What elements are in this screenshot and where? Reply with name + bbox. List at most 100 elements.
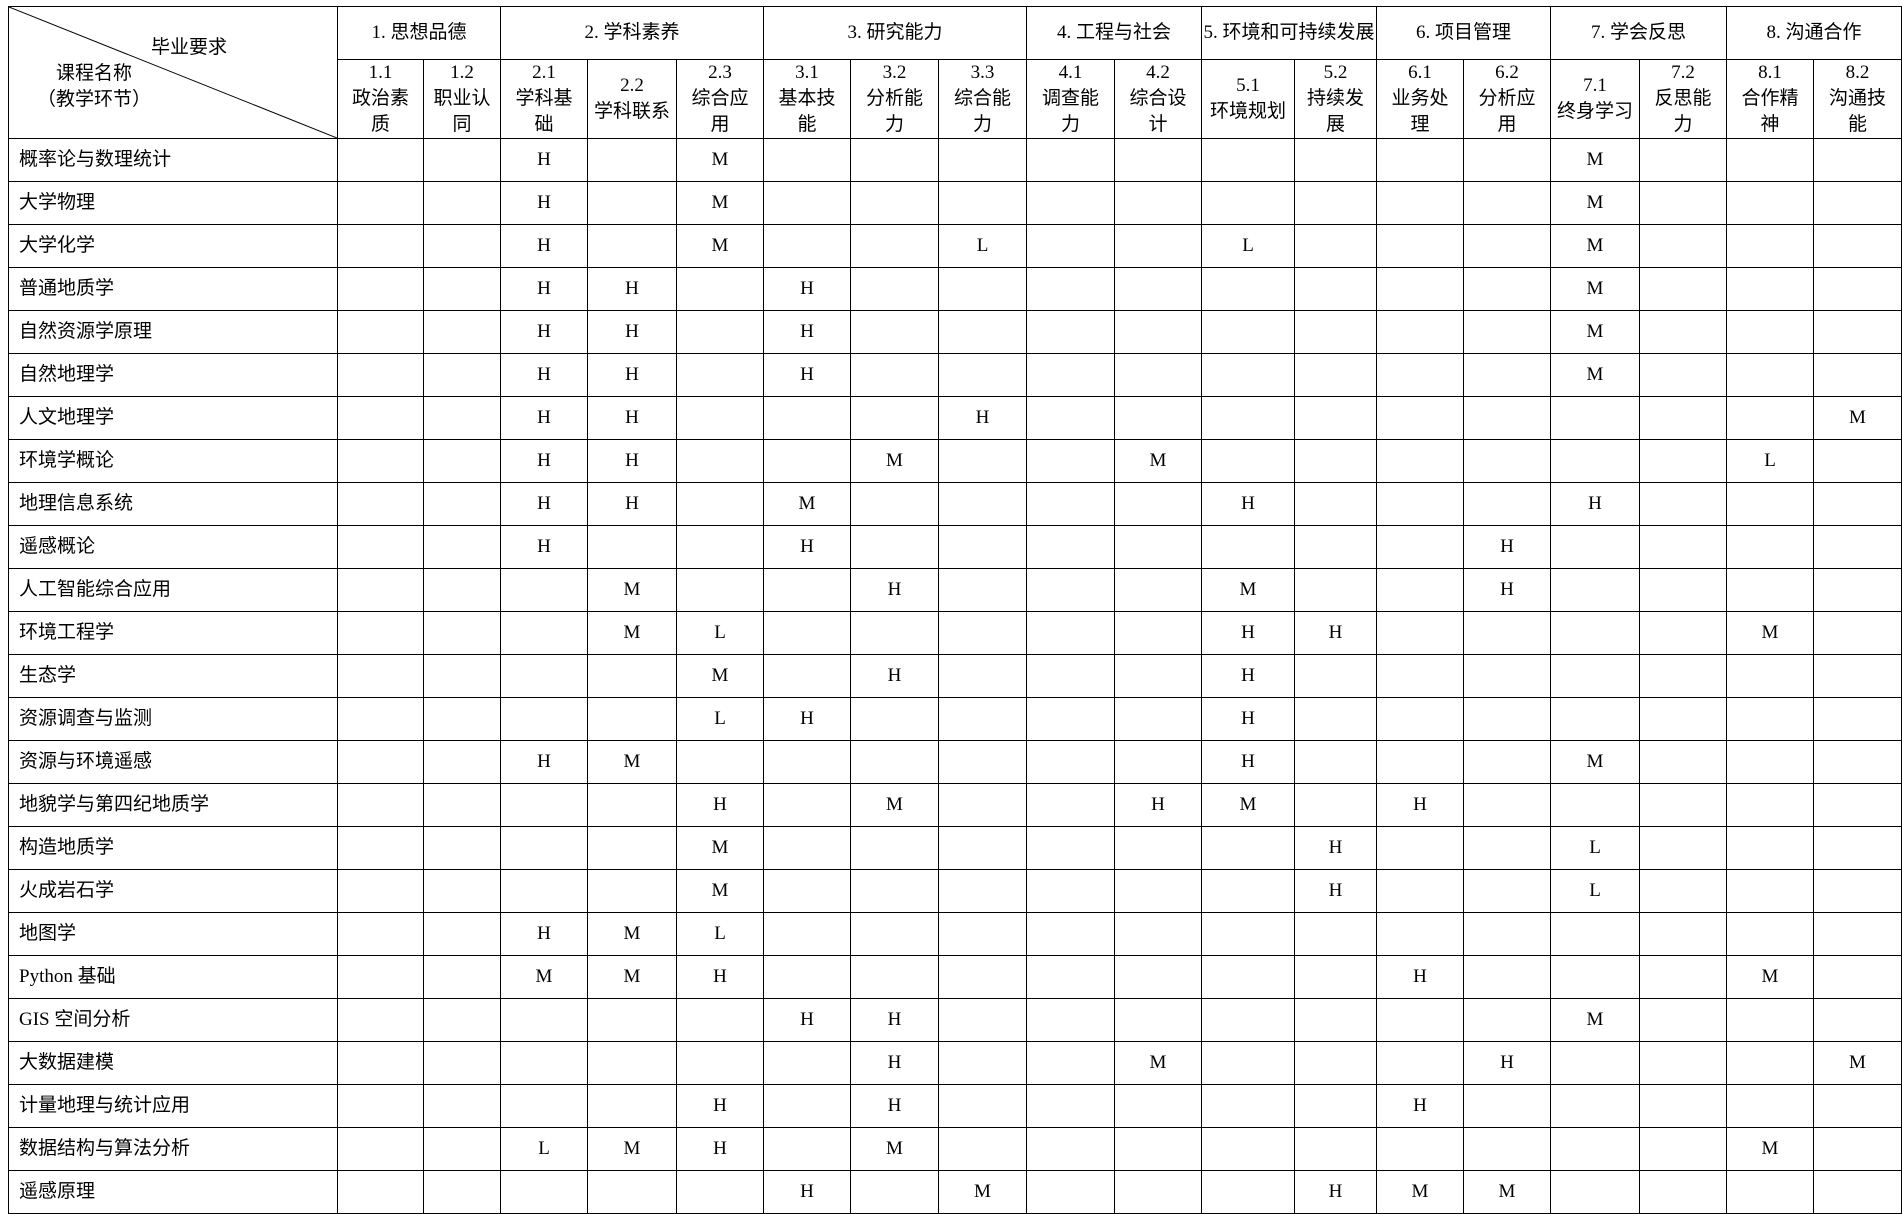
support-level-cell: [1026, 310, 1115, 354]
support-level-cell: [587, 1084, 677, 1128]
support-level-cell: H: [500, 181, 588, 225]
support-level-cell: [1813, 955, 1902, 999]
support-level-cell: [337, 482, 424, 526]
support-level-cell: [938, 826, 1027, 870]
support-level-cell: [1726, 267, 1814, 311]
support-level-cell: [1114, 1127, 1202, 1171]
support-level-cell: M: [1550, 224, 1640, 268]
support-level-cell: H: [850, 568, 939, 612]
support-level-cell: M: [676, 181, 764, 225]
support-level-cell: [1813, 439, 1902, 483]
support-level-cell: [1376, 353, 1464, 397]
support-level-cell: [850, 912, 939, 956]
support-level-cell: [850, 740, 939, 784]
support-level-cell: [1550, 396, 1640, 440]
support-level-cell: [423, 869, 501, 913]
support-level-cell: L: [500, 1127, 588, 1171]
support-level-cell: [1463, 353, 1551, 397]
support-level-cell: H: [500, 310, 588, 354]
support-level-cell: [1114, 1084, 1202, 1128]
sub-requirement-name: 环境规划: [1209, 101, 1286, 122]
support-level-cell: [1639, 224, 1727, 268]
course-axis-label: 课程名称 （教学环节）: [37, 61, 151, 113]
support-level-cell: [1463, 1127, 1551, 1171]
support-level-cell: [850, 955, 939, 999]
support-level-cell: [1114, 267, 1202, 311]
support-level-cell: [1726, 138, 1814, 182]
support-level-cell: [938, 783, 1027, 827]
sub-requirement-code: 1.1: [368, 62, 393, 83]
table-row: 自然地理学 H H H M: [8, 353, 1902, 397]
support-level-cell: [1026, 1084, 1115, 1128]
support-level-cell: [1639, 181, 1727, 225]
support-level-cell: [1026, 439, 1115, 483]
support-level-cell: [337, 740, 424, 784]
course-name-cell: 计量地理与统计应用: [8, 1084, 338, 1128]
support-level-cell: [1463, 998, 1551, 1042]
course-name-cell: 地图学: [8, 912, 338, 956]
sub-requirement-header: 2.3 综合应用: [676, 59, 764, 139]
support-level-cell: H: [763, 310, 851, 354]
table-row: 环境工程学 M L H H M: [8, 611, 1902, 655]
support-level-cell: [1114, 826, 1202, 870]
support-level-cell: [337, 568, 424, 612]
support-level-cell: [1294, 1084, 1377, 1128]
support-level-cell: [1026, 783, 1115, 827]
support-level-cell: [1376, 697, 1464, 741]
table-row: 遥感概论 H H H: [8, 525, 1902, 569]
sub-requirement-name: 基本技能: [778, 88, 836, 135]
support-level-cell: [587, 224, 677, 268]
support-level-cell: [938, 912, 1027, 956]
table-row: 人文地理学 H H H M: [8, 396, 1902, 440]
support-level-cell: [1813, 912, 1902, 956]
support-level-cell: H: [1463, 568, 1551, 612]
support-level-cell: [1550, 697, 1640, 741]
table-row: 普通地质学 H H H M: [8, 267, 1902, 311]
support-level-cell: H: [1376, 783, 1464, 827]
support-level-cell: [1639, 826, 1727, 870]
support-level-cell: [676, 740, 764, 784]
support-level-cell: [1726, 525, 1814, 569]
sub-requirement-code: 4.1: [1058, 62, 1083, 83]
support-level-cell: [1639, 439, 1727, 483]
requirement-group-header: 4. 工程与社会: [1026, 6, 1202, 60]
support-level-cell: [938, 955, 1027, 999]
support-level-cell: [1463, 740, 1551, 784]
support-level-cell: [850, 396, 939, 440]
course-name-cell: 遥感概论: [8, 525, 338, 569]
sub-requirement-header: 1.2 职业认同: [423, 59, 501, 139]
table-row: 地貌学与第四纪地质学 H M H M H: [8, 783, 1902, 827]
support-level-cell: M: [850, 1127, 939, 1171]
support-level-cell: [1201, 353, 1295, 397]
support-level-cell: [763, 783, 851, 827]
sub-requirement-header: 7.1 终身学习: [1550, 59, 1640, 139]
support-level-cell: [1463, 654, 1551, 698]
table-row: 大学化学 H M L L M: [8, 224, 1902, 268]
support-level-cell: [1726, 482, 1814, 526]
sub-requirement-header: 3.2 分析能力: [850, 59, 939, 139]
support-level-cell: [1294, 998, 1377, 1042]
support-level-cell: [1726, 783, 1814, 827]
support-level-cell: L: [1201, 224, 1295, 268]
table-row: 环境学概论 H H M M L: [8, 439, 1902, 483]
support-level-cell: [337, 869, 424, 913]
support-level-cell: M: [1114, 439, 1202, 483]
support-level-cell: [850, 267, 939, 311]
support-level-cell: [1026, 912, 1115, 956]
support-level-cell: [1026, 869, 1115, 913]
support-level-cell: [337, 1041, 424, 1085]
support-level-cell: [1114, 310, 1202, 354]
support-level-cell: [1813, 1084, 1902, 1128]
sub-requirement-code: 2.3: [708, 62, 732, 83]
sub-requirement-header: 5.2 持续发展: [1294, 59, 1377, 139]
support-level-cell: [1550, 654, 1640, 698]
support-level-cell: [337, 783, 424, 827]
support-level-cell: [423, 826, 501, 870]
support-level-cell: [337, 267, 424, 311]
support-level-cell: [1813, 353, 1902, 397]
support-level-cell: [1114, 912, 1202, 956]
support-level-cell: [1813, 869, 1902, 913]
support-level-cell: M: [676, 654, 764, 698]
support-level-cell: [1726, 869, 1814, 913]
support-level-cell: [1376, 482, 1464, 526]
